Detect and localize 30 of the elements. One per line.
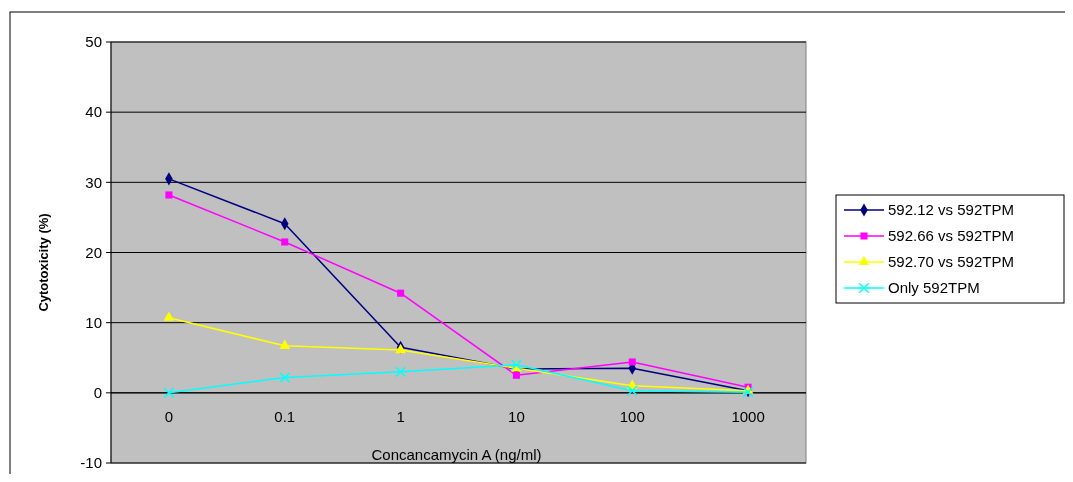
x-tick-label: 0.1	[274, 407, 296, 425]
x-tick-label: 1	[396, 407, 405, 425]
point	[512, 371, 520, 379]
y-axis-title: Cytotoxicity (%)	[36, 213, 51, 312]
point	[628, 358, 636, 366]
y-tick-label: 0	[93, 384, 102, 402]
y-tick-label: 20	[85, 243, 102, 261]
x-tick-label: 10	[508, 407, 525, 425]
legend-label: 592.66 vs 592TPM	[888, 227, 1014, 245]
point	[279, 339, 291, 349]
y-tick-label: 40	[85, 103, 102, 121]
point	[281, 238, 289, 246]
y-tick-label: 50	[85, 33, 102, 51]
legend-label: 592.70 vs 592TPM	[888, 253, 1014, 271]
legend-label: 592.12 vs 592TPM	[888, 201, 1014, 219]
legend-label: Only 592TPM	[888, 279, 980, 297]
point	[395, 366, 407, 378]
point	[163, 311, 175, 321]
point	[165, 191, 173, 199]
y-tick-label: 10	[85, 313, 102, 331]
point	[163, 387, 175, 399]
point	[279, 371, 291, 383]
y-tick-label: 30	[85, 173, 102, 191]
x-axis-title: Concancamycin A (ng/ml)	[371, 446, 542, 463]
x-tick-label: 100	[619, 407, 645, 425]
point	[626, 385, 638, 397]
y-tick-label: -10	[80, 454, 102, 472]
point	[397, 289, 405, 297]
x-tick-label: 1000	[731, 407, 765, 425]
x-tick-label: 0	[164, 407, 174, 425]
